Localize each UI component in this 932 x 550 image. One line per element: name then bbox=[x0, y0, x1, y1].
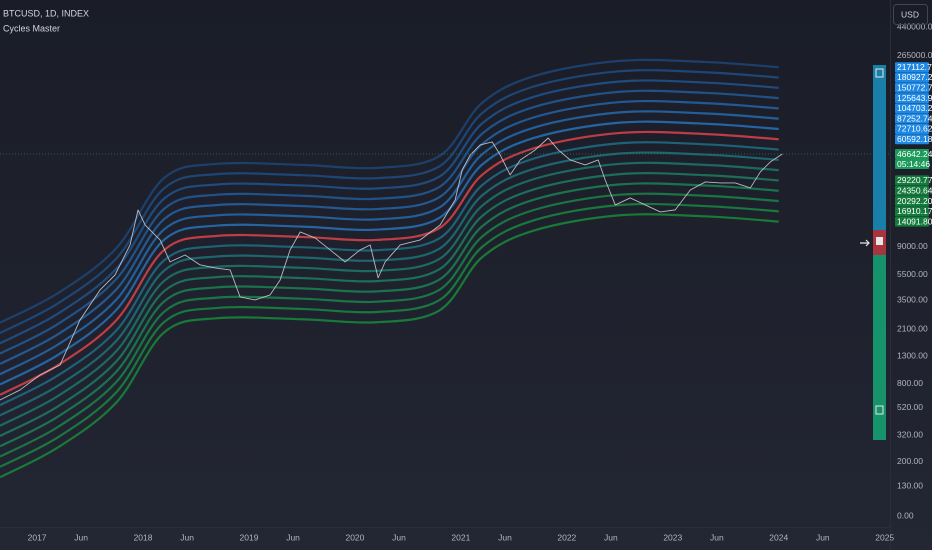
cycle-band bbox=[0, 202, 779, 468]
cycle-band bbox=[0, 79, 779, 345]
price-tag-label: 150772.73 bbox=[897, 83, 932, 93]
y-tick-label: 440000.00 bbox=[897, 22, 932, 32]
chart-title: BTCUSD, 1D, INDEX bbox=[3, 8, 89, 18]
price-tag-label: 29220.77 bbox=[897, 175, 932, 185]
y-tick-label: 520.00 bbox=[897, 402, 923, 412]
cycle-band bbox=[0, 141, 779, 407]
cycle-band bbox=[0, 213, 779, 479]
currency-button[interactable] bbox=[893, 4, 928, 25]
price-tag-label: 20292.20 bbox=[897, 196, 932, 206]
x-tick-label: Jun bbox=[180, 532, 194, 542]
y-tick-label: 265000.00 bbox=[897, 50, 932, 60]
cycle-band bbox=[0, 151, 779, 417]
price-tag-label: 24350.64 bbox=[897, 185, 932, 195]
current-cycle-arrow bbox=[860, 239, 870, 247]
x-tick-label: 2023 bbox=[663, 532, 682, 542]
x-tick-label: 2024 bbox=[769, 532, 788, 542]
cycle-band bbox=[0, 69, 779, 335]
price-tag-label: 104703.29 bbox=[897, 103, 932, 113]
cycle-indicator-bar bbox=[860, 65, 886, 440]
axes: 2017 Jun 2018 Jun 2019 Jun 2020 Jun 2021 Jun 2022 J… bbox=[28, 22, 932, 543]
x-tick-label: Jun bbox=[816, 532, 830, 542]
price-tag bbox=[895, 72, 929, 83]
price-tag-label: 60592.18 bbox=[897, 134, 932, 144]
y-tick-label: 800.00 bbox=[897, 378, 923, 388]
x-tick-label: 2020 bbox=[345, 532, 364, 542]
price-tag-label: 125643.94 bbox=[897, 93, 932, 103]
y-tick-label: 5500.00 bbox=[897, 269, 928, 279]
cycle-bar-upper bbox=[873, 65, 886, 230]
y-axis-zero-label: 0.00 bbox=[897, 510, 914, 520]
y-tick-label: 130.00 bbox=[897, 480, 923, 490]
cycle-band bbox=[0, 89, 779, 355]
y-tick-label: 200.00 bbox=[897, 456, 923, 466]
cycle-icon bbox=[875, 68, 884, 78]
cycle-band bbox=[0, 192, 779, 458]
cycle-bar-lower bbox=[873, 255, 886, 440]
x-tick-label: Jun bbox=[710, 532, 724, 542]
cycle-band bbox=[0, 182, 779, 448]
countdown-tag bbox=[895, 159, 929, 170]
y-tick-label: 9000.00 bbox=[897, 241, 928, 251]
price-tag bbox=[895, 113, 929, 124]
cycle-icon bbox=[875, 405, 884, 415]
x-tick-label: 2018 bbox=[134, 532, 153, 542]
x-tick-label: 2017 bbox=[28, 532, 47, 542]
cycle-band bbox=[0, 58, 779, 324]
price-tag bbox=[895, 216, 929, 227]
y-tick-label: 1300.00 bbox=[897, 350, 928, 360]
cycle-band bbox=[0, 130, 779, 396]
x-tick-label: 2019 bbox=[240, 532, 259, 542]
x-tick-label: Jun bbox=[392, 532, 406, 542]
x-tick-label: 2025 bbox=[875, 532, 894, 542]
price-tag bbox=[895, 103, 929, 114]
y-tick-label: 2100.00 bbox=[897, 323, 928, 333]
x-tick-label: Jun bbox=[604, 532, 618, 542]
y-tick-label: 320.00 bbox=[897, 430, 923, 440]
price-tag-label: 72710.62 bbox=[897, 124, 932, 134]
currency-label[interactable]: USD bbox=[901, 9, 919, 19]
cycle-icon bbox=[876, 237, 883, 245]
countdown-label: 05:14:46 bbox=[897, 159, 930, 169]
price-line bbox=[0, 137, 783, 401]
x-tick-label: Jun bbox=[498, 532, 512, 542]
cycle-band bbox=[0, 120, 779, 386]
price-tag-label: 14091.80 bbox=[897, 216, 932, 226]
price-tag bbox=[895, 62, 929, 73]
price-tag bbox=[895, 123, 929, 134]
cycle-band bbox=[0, 99, 779, 365]
price-tag-label: 46642.24 bbox=[897, 149, 932, 159]
price-tag bbox=[895, 196, 929, 207]
price-tag-label: 87252.74 bbox=[897, 113, 932, 123]
x-tick-label: 2022 bbox=[557, 532, 576, 542]
price-tag bbox=[895, 134, 929, 145]
y-tick-label: 3500.00 bbox=[897, 294, 928, 304]
x-tick-label: Jun bbox=[74, 532, 88, 542]
price-tag bbox=[895, 206, 929, 217]
price-tag bbox=[895, 175, 929, 186]
price-tag bbox=[895, 93, 929, 104]
price-tag-label: 16910.17 bbox=[897, 206, 932, 216]
price-tag bbox=[895, 149, 929, 160]
cycle-band bbox=[0, 172, 779, 437]
cycle-band bbox=[0, 110, 779, 376]
price-tag-label: 180927.28 bbox=[897, 72, 932, 82]
price-tag bbox=[895, 82, 929, 93]
x-tick-label: 2021 bbox=[451, 532, 470, 542]
plot-area bbox=[0, 58, 890, 479]
price-tag bbox=[895, 185, 929, 196]
price-tag-label: 217112.74 bbox=[897, 62, 932, 72]
indicator-name[interactable]: Cycles Master bbox=[3, 23, 60, 33]
x-tick-label: Jun bbox=[286, 532, 300, 542]
